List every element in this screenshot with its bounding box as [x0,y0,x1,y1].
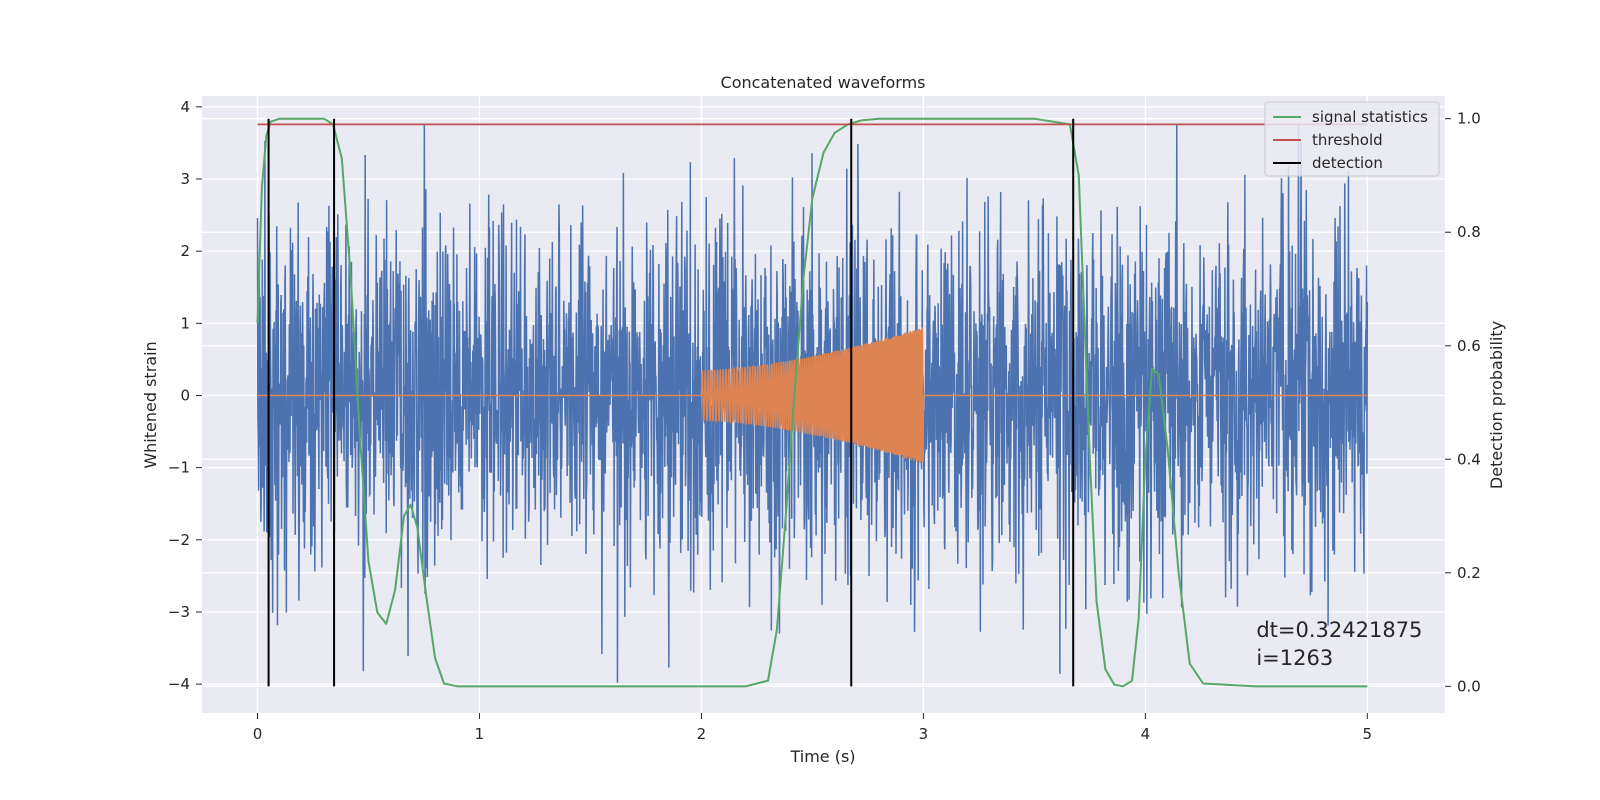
chart-title: Concatenated waveforms [721,73,926,92]
y-axis-label-left: Whitened strain [141,341,160,468]
y-left-tick-label: −2 [168,531,190,549]
x-tick-label: 4 [1141,725,1151,743]
y-left-tick-label: 0 [180,386,190,404]
legend: signal statistics threshold detection [1264,101,1440,177]
x-tick-label: 0 [253,725,263,743]
legend-box [1264,101,1440,177]
y-left-tick-label: 1 [180,314,190,332]
y-left-tick-label: −3 [168,603,190,621]
y-right-tick-label: 0.2 [1457,564,1481,582]
plot-area [256,117,1369,688]
y-right-tick-label: 0.8 [1457,223,1481,241]
x-tick-label: 5 [1363,725,1373,743]
legend-label: threshold [1312,131,1383,149]
legend-label: signal statistics [1312,108,1428,126]
signal-waveform-line [257,327,1368,463]
y-left-tick-label: 2 [180,242,190,260]
annotation-text: i=1263 [1256,646,1333,670]
y-left-tick-label: 3 [180,170,190,188]
axes: 0 1 2 3 4 5 −4 −3 −2 −1 0 1 2 3 4 0.0 0.2 0.4 0.6 0.8 1.0 [168,98,1481,743]
y-right-tick-label: 0.4 [1457,450,1481,468]
annotation-text: dt=0.32421875 [1256,618,1422,642]
signal-statistics-line [256,117,1368,688]
x-tick-label: 2 [697,725,707,743]
y-axis-label-right: Detection probability [1487,321,1506,489]
y-left-tick-label: 4 [180,98,190,116]
y-right-tick-label: 0.0 [1457,677,1481,695]
x-tick-label: 3 [919,725,929,743]
y-right-tick-label: 0.6 [1457,337,1481,355]
y-left-tick-label: −1 [168,459,190,477]
y-right-tick-label: 1.0 [1457,110,1481,128]
y-left-tick-label: −4 [168,675,190,693]
legend-label: detection [1312,154,1383,172]
annotation: dt=0.32421875 i=1263 [1256,618,1422,670]
x-axis-label: Time (s) [789,747,855,766]
x-tick-label: 1 [475,725,485,743]
